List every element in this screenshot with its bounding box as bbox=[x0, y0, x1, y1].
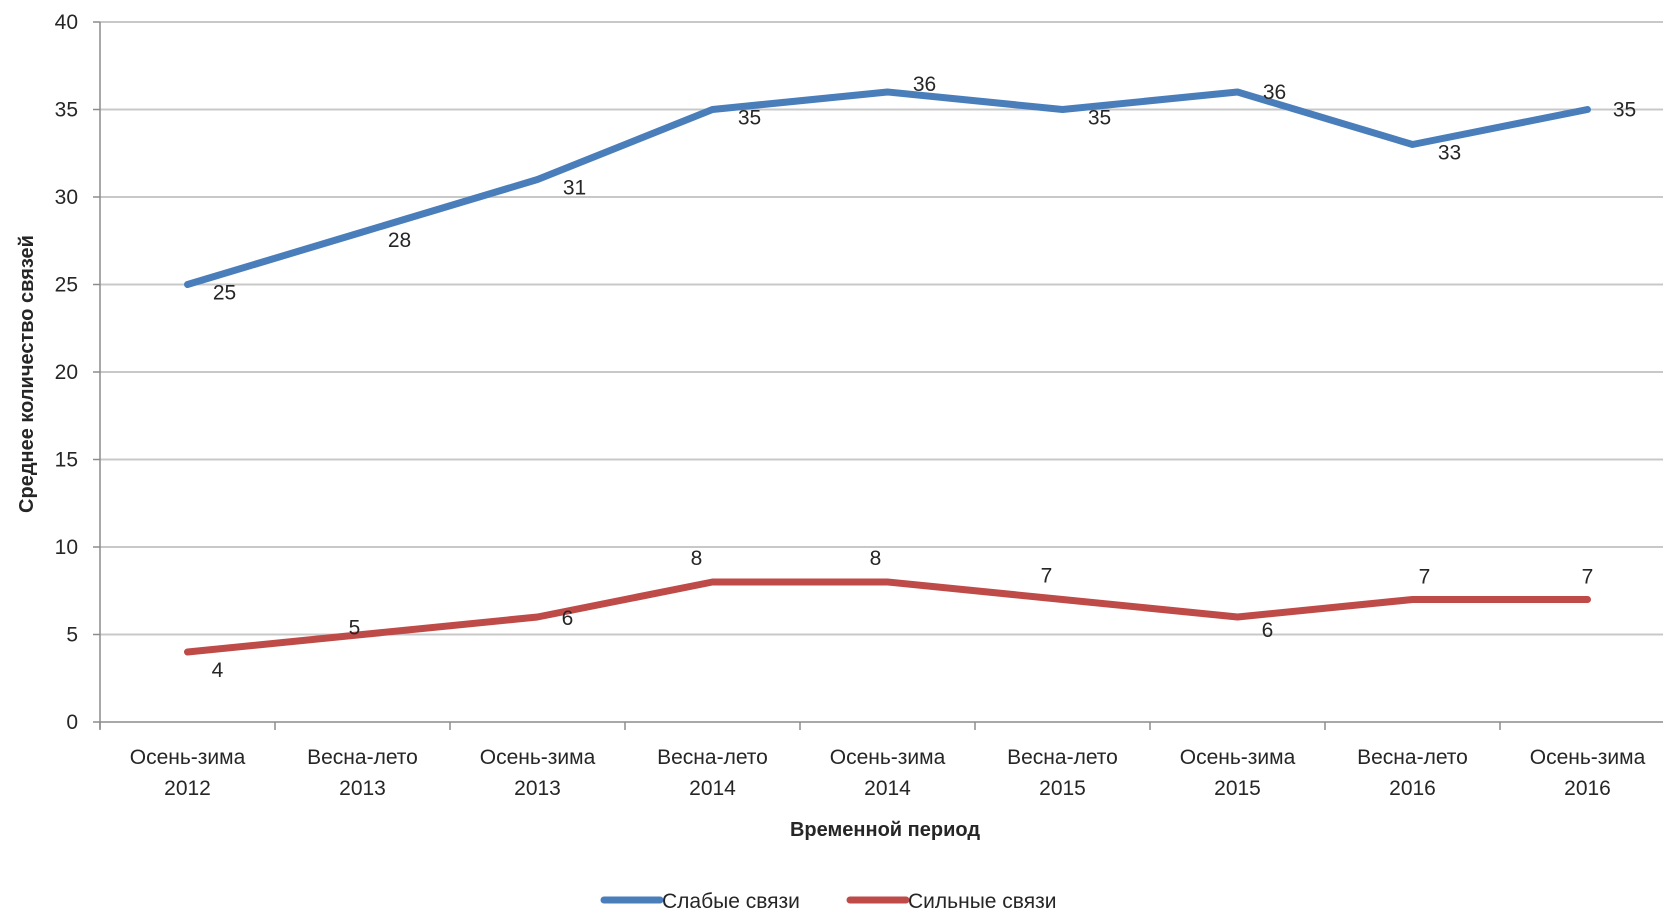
data-label: 4 bbox=[212, 659, 224, 682]
x-tick-label: 2013 bbox=[339, 777, 386, 800]
data-label: 7 bbox=[1582, 566, 1594, 589]
y-tick-label: 25 bbox=[55, 274, 78, 297]
data-label: 28 bbox=[388, 229, 411, 252]
data-label: 7 bbox=[1041, 565, 1053, 588]
x-tick-label: Весна-лето bbox=[307, 746, 418, 769]
data-label: 31 bbox=[563, 177, 586, 200]
x-tick-label: 2012 bbox=[164, 777, 211, 800]
y-axis-title: Среднее количество связей bbox=[16, 235, 38, 513]
data-label: 36 bbox=[1263, 81, 1286, 104]
data-label: 8 bbox=[870, 547, 882, 570]
y-tick-label: 10 bbox=[55, 536, 78, 559]
x-tick-label: Весна-лето bbox=[1007, 746, 1118, 769]
legend: Слабые связи Сильные связи bbox=[600, 890, 1056, 913]
x-tick-label: 2015 bbox=[1214, 777, 1261, 800]
data-label: 33 bbox=[1438, 142, 1461, 165]
data-label: 7 bbox=[1419, 566, 1431, 589]
x-axis-title: Временной период bbox=[790, 819, 980, 841]
y-tick-label: 35 bbox=[55, 99, 78, 122]
x-tick-label: 2015 bbox=[1039, 777, 1086, 800]
x-tick-label: Осень-зима bbox=[1530, 746, 1646, 769]
legend-label: Сильные связи bbox=[908, 890, 1056, 913]
x-tick-label: Осень-зима bbox=[480, 746, 596, 769]
y-tick-label: 5 bbox=[66, 624, 78, 647]
y-tick-label: 20 bbox=[55, 361, 78, 384]
data-labels: 25 28 31 35 36 35 36 33 35 4 5 6 8 8 7 6 7 7 bbox=[212, 73, 1637, 682]
axis-titles: Временной период Среднее количество связ… bbox=[16, 235, 980, 841]
data-label: 6 bbox=[562, 607, 574, 630]
y-tick-label: 15 bbox=[55, 449, 78, 472]
data-label: 35 bbox=[1613, 99, 1636, 122]
data-label: 35 bbox=[738, 107, 761, 130]
x-tick-label: Осень-зима bbox=[830, 746, 946, 769]
data-label: 6 bbox=[1262, 619, 1274, 642]
x-tick-label: 2016 bbox=[1564, 777, 1611, 800]
data-label: 35 bbox=[1088, 107, 1111, 130]
y-tick-label: 40 bbox=[55, 11, 78, 34]
gridlines bbox=[100, 21, 1663, 636]
x-tick-label: Весна-лето bbox=[1357, 746, 1468, 769]
y-tick-label: 0 bbox=[66, 711, 78, 734]
x-tick-label: 2014 bbox=[689, 777, 736, 800]
x-tick-label: Осень-зима bbox=[130, 746, 246, 769]
y-tick-label: 30 bbox=[55, 186, 78, 209]
x-tick-label: Весна-лето bbox=[657, 746, 768, 769]
x-tick-label: 2014 bbox=[864, 777, 911, 800]
data-label: 25 bbox=[213, 282, 236, 305]
series-lines bbox=[184, 88, 1591, 656]
data-label: 36 bbox=[913, 73, 936, 96]
x-tick-label: 2013 bbox=[514, 777, 561, 800]
series-line bbox=[184, 578, 1591, 656]
axes: 0 5 10 15 20 25 30 35 40 Осень-зима 2012 Весна-лето… bbox=[55, 11, 1663, 800]
x-tick-label: Осень-зима bbox=[1180, 746, 1296, 769]
series-line bbox=[184, 88, 1591, 288]
x-tick-label: 2016 bbox=[1389, 777, 1436, 800]
data-label: 5 bbox=[349, 617, 361, 640]
legend-label: Слабые связи bbox=[662, 890, 800, 913]
data-label: 8 bbox=[691, 547, 703, 570]
